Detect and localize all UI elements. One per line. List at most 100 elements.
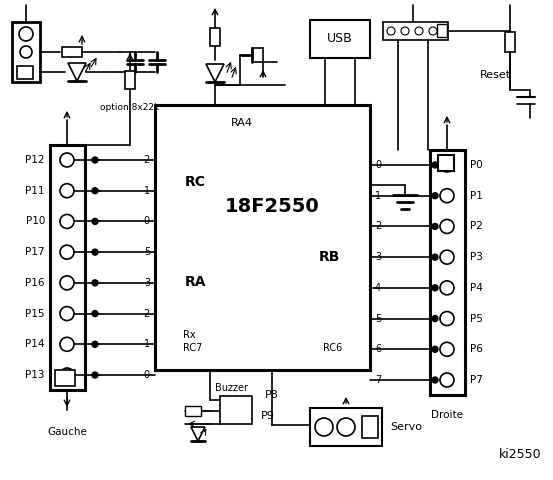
Circle shape (429, 27, 437, 35)
Text: P5: P5 (470, 313, 483, 324)
Circle shape (92, 218, 98, 225)
Text: option 8x22k: option 8x22k (101, 103, 160, 111)
Bar (17, 66, 33, 79)
Text: RA4: RA4 (231, 118, 253, 128)
Text: 2: 2 (144, 155, 150, 165)
Text: Droite: Droite (431, 410, 463, 420)
Circle shape (92, 249, 98, 255)
Circle shape (432, 315, 438, 322)
Text: P4: P4 (470, 283, 483, 293)
Text: 0: 0 (375, 160, 381, 170)
Text: P17: P17 (25, 247, 45, 257)
Circle shape (92, 372, 98, 378)
Text: Reset: Reset (480, 70, 511, 80)
Text: P2: P2 (470, 221, 483, 231)
Bar (220, 396, 252, 424)
Circle shape (60, 368, 74, 382)
Circle shape (440, 250, 454, 264)
Bar (62, 47, 82, 57)
Circle shape (432, 162, 438, 168)
Text: 0: 0 (144, 370, 150, 380)
Text: RA: RA (185, 275, 206, 289)
Circle shape (440, 189, 454, 203)
Text: Servo: Servo (390, 422, 422, 432)
Bar (185, 406, 201, 416)
Text: 2: 2 (144, 309, 150, 319)
Text: 1: 1 (144, 339, 150, 349)
Circle shape (432, 223, 438, 229)
Bar (50, 145, 85, 390)
Circle shape (387, 27, 395, 35)
Bar (437, 24, 447, 37)
Text: 4: 4 (375, 283, 381, 293)
Circle shape (60, 245, 74, 259)
Circle shape (315, 418, 333, 436)
Bar (505, 32, 515, 52)
Circle shape (432, 346, 438, 352)
Text: P11: P11 (25, 186, 45, 196)
Text: P7: P7 (470, 375, 483, 385)
Circle shape (60, 307, 74, 321)
Circle shape (337, 418, 355, 436)
Text: 1: 1 (375, 191, 381, 201)
Circle shape (92, 311, 98, 317)
Text: 0: 0 (144, 216, 150, 227)
Circle shape (440, 158, 454, 172)
Text: Buzzer: Buzzer (216, 383, 248, 393)
Text: P3: P3 (470, 252, 483, 262)
Circle shape (432, 377, 438, 383)
Text: P14: P14 (25, 339, 45, 349)
Circle shape (60, 337, 74, 351)
Circle shape (60, 215, 74, 228)
Circle shape (60, 276, 74, 290)
Text: P10: P10 (25, 216, 45, 227)
Text: P15: P15 (25, 309, 45, 319)
Circle shape (440, 281, 454, 295)
Text: P0: P0 (470, 160, 483, 170)
Circle shape (401, 27, 409, 35)
Text: 6: 6 (375, 344, 381, 354)
Text: 3: 3 (144, 278, 150, 288)
Text: P6: P6 (470, 344, 483, 354)
Bar (310, 20, 370, 58)
Circle shape (440, 312, 454, 325)
Circle shape (440, 342, 454, 356)
Circle shape (60, 184, 74, 198)
Circle shape (415, 27, 423, 35)
Circle shape (92, 341, 98, 348)
Text: Rx: Rx (183, 330, 196, 340)
Circle shape (19, 27, 33, 41)
Text: P12: P12 (25, 155, 45, 165)
Text: 2: 2 (375, 221, 381, 231)
Text: ki2550: ki2550 (499, 448, 541, 461)
Bar (210, 28, 220, 46)
Circle shape (440, 219, 454, 233)
Bar (155, 105, 370, 370)
Circle shape (432, 285, 438, 291)
Text: P9: P9 (261, 411, 275, 421)
Text: P1: P1 (470, 191, 483, 201)
Bar (310, 408, 382, 446)
Circle shape (92, 157, 98, 163)
Bar (362, 416, 378, 438)
Text: P8: P8 (265, 390, 279, 400)
Bar (430, 150, 465, 395)
Bar (55, 370, 75, 386)
Text: RC6: RC6 (323, 343, 342, 353)
Bar (12, 22, 40, 82)
Text: 18F2550: 18F2550 (225, 197, 320, 216)
Text: USB: USB (327, 33, 353, 46)
Bar (125, 71, 135, 89)
Text: 3: 3 (375, 252, 381, 262)
Text: 1: 1 (144, 186, 150, 196)
Text: RC: RC (185, 175, 206, 189)
Circle shape (92, 188, 98, 194)
Text: P13: P13 (25, 370, 45, 380)
Circle shape (432, 192, 438, 199)
Text: 5: 5 (375, 313, 381, 324)
Text: RB: RB (319, 250, 340, 264)
Bar (438, 155, 454, 171)
Circle shape (60, 153, 74, 167)
Circle shape (92, 280, 98, 286)
Circle shape (440, 373, 454, 387)
